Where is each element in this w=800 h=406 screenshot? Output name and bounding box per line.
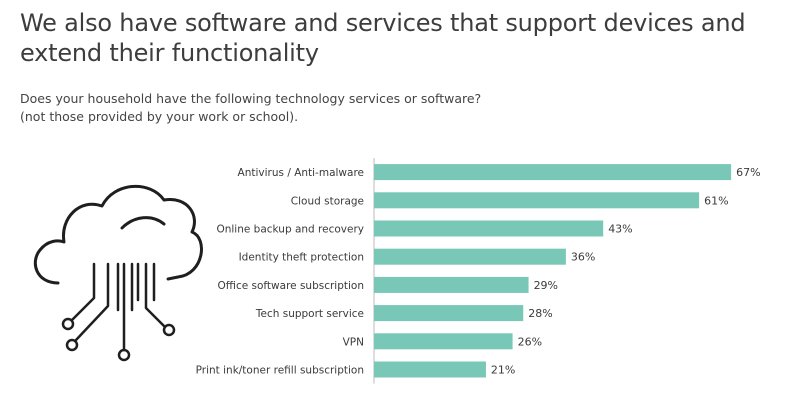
- category-label: Online backup and recovery: [216, 224, 364, 236]
- bar: [374, 220, 604, 237]
- bar: [374, 248, 566, 265]
- survey-question: Does your household have the following t…: [20, 90, 720, 126]
- survey-question-line-2: (not those provided by your work or scho…: [20, 109, 299, 124]
- category-label: VPN: [343, 336, 364, 348]
- value-label: 29%: [534, 279, 558, 292]
- category-label: Tech support service: [255, 308, 364, 320]
- category-label: Identity theft protection: [239, 252, 364, 264]
- cloud-network-icon: [34, 185, 203, 362]
- bar: [374, 305, 524, 322]
- value-label: 61%: [704, 194, 728, 207]
- value-label: 28%: [528, 307, 552, 320]
- value-label: 26%: [518, 335, 542, 348]
- category-label: Antivirus / Anti-malware: [238, 167, 364, 179]
- category-label: Print ink/toner refill subscription: [196, 365, 364, 377]
- value-label: 21%: [491, 364, 515, 377]
- bar: [374, 276, 529, 293]
- value-label: 36%: [571, 251, 595, 264]
- survey-question-line-1: Does your household have the following t…: [20, 91, 482, 106]
- bar: [374, 333, 513, 350]
- value-label: 67%: [736, 166, 760, 179]
- page-title: We also have software and services that …: [20, 9, 746, 67]
- value-label: 43%: [608, 223, 632, 236]
- category-label: Cloud storage: [291, 195, 364, 207]
- bar: [374, 164, 732, 181]
- bar: [374, 192, 700, 209]
- bar-chart: Antivirus / Anti-malware 67% Cloud storage…: [196, 158, 761, 384]
- category-label: Office software subscription: [218, 280, 364, 292]
- bar: [374, 361, 486, 378]
